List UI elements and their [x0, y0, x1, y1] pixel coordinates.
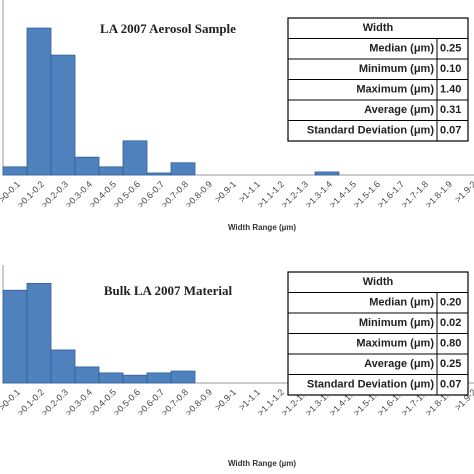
table-label: Average (μm) [364, 104, 434, 116]
x-axis-title: Width Range (µm) [228, 459, 296, 468]
table-label: Median (μm) [369, 297, 434, 309]
table-label: Maximum (μm) [356, 338, 434, 350]
table-label: Minimum (μm) [359, 317, 435, 329]
bar [314, 171, 340, 176]
bar [98, 372, 124, 384]
bar [2, 166, 28, 176]
bar [2, 289, 28, 384]
chart-title: LA 2007 Aerosol Sample [100, 21, 236, 36]
x-tick-label: >0.9-1 [213, 179, 238, 204]
x-tick-label: >0.8-0.9 [183, 179, 214, 210]
chart-title: Bulk LA 2007 Material [104, 283, 233, 298]
table-label: Maximum (μm) [356, 84, 434, 96]
bar [170, 370, 196, 384]
table-label: Average (μm) [364, 358, 434, 370]
x-axis-title: Width Range (µm) [228, 223, 296, 232]
table-value: 0.02 [440, 317, 461, 329]
bar [146, 372, 172, 384]
bar [26, 27, 52, 176]
table-value: 0.31 [440, 104, 461, 116]
table-label: Standard Deviation (μm) [307, 379, 434, 391]
table-value: 0.80 [440, 338, 461, 350]
table-header: Width [363, 22, 394, 34]
bar [26, 282, 52, 384]
bar [74, 156, 100, 176]
x-tick-label: >1.8-1.9 [423, 179, 454, 210]
bar [170, 162, 196, 176]
bar [74, 366, 100, 384]
bar [50, 349, 76, 384]
table-value: 0.07 [440, 125, 461, 137]
table-label: Median (μm) [369, 43, 434, 55]
table-value: 0.20 [440, 297, 461, 309]
table-value: 0.10 [440, 63, 461, 75]
bar [50, 54, 76, 176]
bar [98, 166, 124, 176]
table-label: Minimum (μm) [359, 63, 435, 75]
table-value: 0.25 [440, 358, 461, 370]
table-value: 0.25 [440, 43, 461, 55]
bar [122, 374, 148, 384]
x-tick-label: >0.9-1 [213, 387, 238, 412]
bar [122, 140, 148, 176]
table-value: 1.40 [440, 84, 461, 96]
x-tick-label: >1.9-2 [453, 179, 474, 204]
table-header: Width [363, 276, 394, 288]
table-label: Standard Deviation (μm) [307, 125, 434, 137]
x-tick-label: >0.8-0.9 [183, 387, 214, 418]
table-value: 0.07 [440, 379, 461, 391]
bar [146, 172, 172, 176]
